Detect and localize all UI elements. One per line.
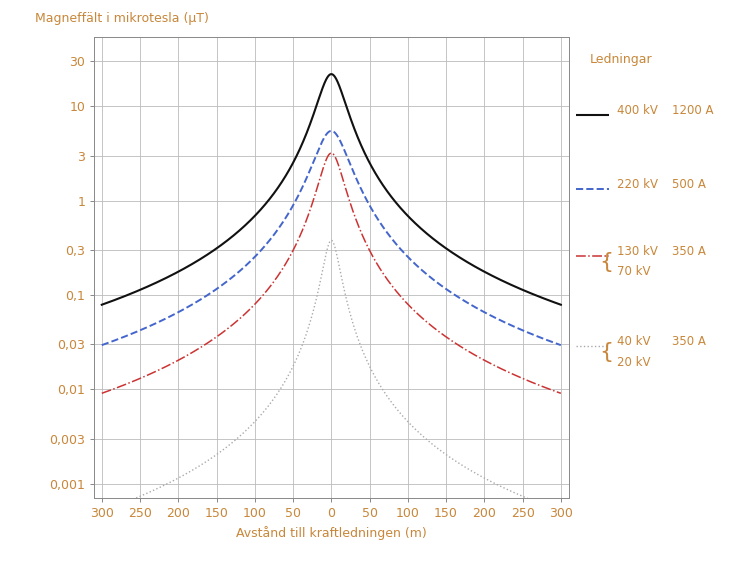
Text: {: { [599, 252, 614, 272]
Text: 40 kV: 40 kV [617, 335, 650, 348]
Text: 400 kV: 400 kV [617, 104, 657, 118]
Text: 20 kV: 20 kV [617, 355, 650, 369]
Text: 130 kV: 130 kV [617, 245, 657, 258]
Text: Ledningar: Ledningar [590, 52, 653, 66]
Text: 350 A: 350 A [672, 245, 706, 258]
Text: 500 A: 500 A [672, 177, 706, 191]
Text: {: { [599, 342, 614, 362]
Text: 350 A: 350 A [672, 335, 706, 348]
Text: Magneffält i mikrotesla (μT): Magneffält i mikrotesla (μT) [35, 12, 209, 25]
X-axis label: Avstånd till kraftledningen (m): Avstånd till kraftledningen (m) [236, 526, 427, 540]
Text: 70 kV: 70 kV [617, 265, 650, 279]
Text: 1200 A: 1200 A [672, 104, 713, 118]
Text: 220 kV: 220 kV [617, 177, 657, 191]
